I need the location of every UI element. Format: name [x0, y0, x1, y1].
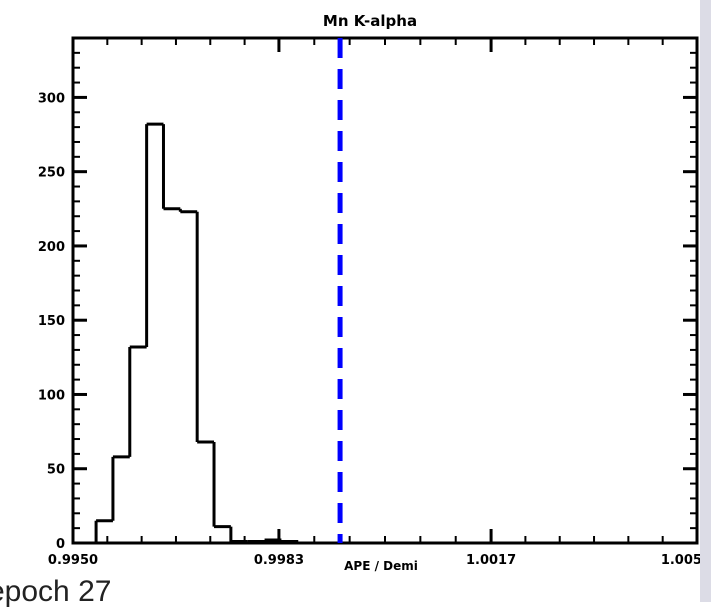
y-tick-label: 150 — [38, 314, 65, 329]
y-tick-label: 0 — [56, 537, 65, 552]
y-tick-label: 50 — [47, 463, 65, 478]
x-tick-label: 1.0017 — [466, 553, 516, 568]
x-tick-label: 1.0050 — [661, 553, 711, 568]
y-tick-label: 300 — [38, 91, 65, 106]
x-axis-label: APE / Demi — [344, 559, 418, 573]
y-tick-label: 250 — [38, 166, 65, 181]
y-tick-label: 100 — [38, 388, 65, 403]
x-tick-label: 0.9950 — [48, 553, 98, 568]
y-axis: 0 50 100 150 200 250 300 — [38, 51, 697, 552]
y-tick-label: 200 — [38, 240, 65, 255]
x-axis: 0.9950 0.9983 1.0017 1.0050 — [48, 38, 711, 568]
x-tick-label: 0.9983 — [254, 553, 304, 568]
side-panel — [700, 0, 711, 602]
slide-caption: epoch 27 — [0, 575, 112, 608]
histogram-series — [73, 122, 417, 545]
chart-title: Mn K-alpha — [323, 12, 417, 30]
plot-frame — [71, 36, 699, 545]
